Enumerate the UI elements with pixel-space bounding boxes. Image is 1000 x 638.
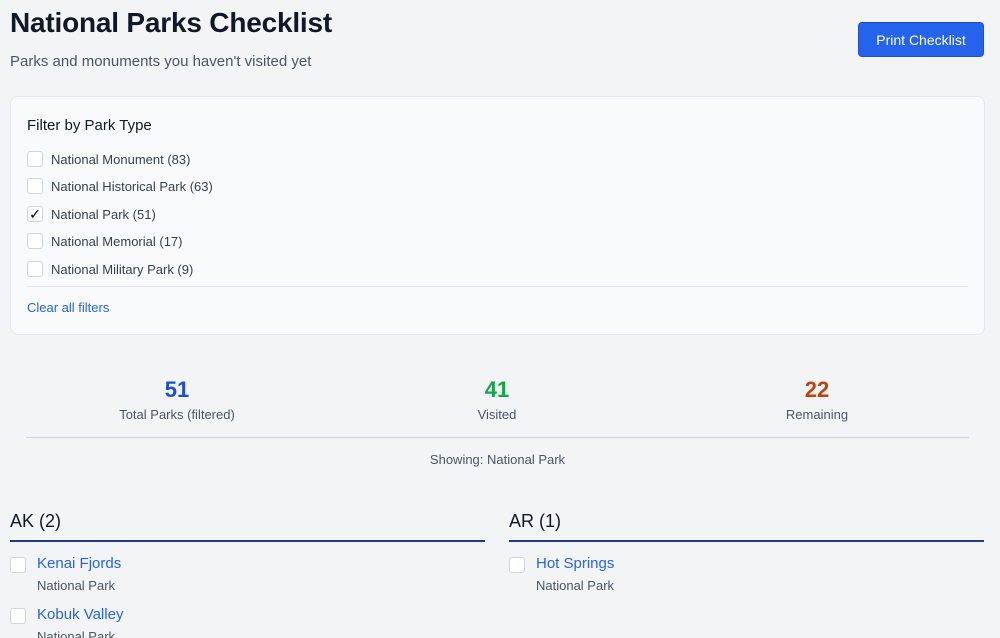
- stat-visited-value: 41: [484, 377, 510, 402]
- stat-visited: 41 Visited: [347, 377, 647, 422]
- visited-checkbox[interactable]: [10, 557, 26, 573]
- checkmark-icon: ✓: [29, 206, 41, 222]
- filter-checkbox[interactable]: [27, 261, 43, 277]
- state-group-ak: AK (2) Kenai Fjords National Park Kobuk …: [10, 511, 485, 638]
- park-type: National Park: [37, 578, 116, 593]
- park-item: Hot Springs National Park: [509, 555, 984, 606]
- park-name-link[interactable]: Kenai Fjords: [37, 555, 122, 572]
- showing-label: Showing: National Park: [429, 452, 566, 467]
- stat-total-value: 51: [164, 377, 190, 402]
- print-checklist-button[interactable]: Print Checklist: [858, 22, 984, 57]
- filter-option-label: National Memorial (17): [51, 233, 183, 249]
- filter-option-national-memorial[interactable]: National Memorial (17): [27, 231, 183, 251]
- filter-option-national-military-park[interactable]: National Military Park (9): [27, 259, 193, 279]
- clear-filters-link[interactable]: Clear all filters: [27, 300, 110, 315]
- state-heading: AK (2): [10, 511, 485, 542]
- stats-divider: [26, 437, 969, 438]
- park-item: Kenai Fjords National Park: [10, 555, 485, 606]
- filter-title: Filter by Park Type: [27, 117, 152, 134]
- filter-option-label: National Monument (83): [51, 151, 191, 167]
- filter-checkbox[interactable]: [27, 178, 43, 194]
- filter-option-national-monument[interactable]: National Monument (83): [27, 149, 190, 169]
- stat-total: 51 Total Parks (filtered): [27, 377, 327, 422]
- park-type: National Park: [536, 578, 615, 593]
- filter-option-national-historical-park[interactable]: National Historical Park (63): [27, 176, 213, 196]
- filter-panel: Filter by Park Type National Monument (8…: [10, 96, 985, 335]
- park-type: National Park: [37, 629, 116, 638]
- visited-checkbox[interactable]: [509, 557, 525, 573]
- park-name-link[interactable]: Kobuk Valley: [37, 606, 124, 623]
- filter-option-national-park[interactable]: ✓ National Park (51): [27, 204, 156, 224]
- page-title: National Parks Checklist: [10, 7, 332, 38]
- state-heading: AR (1): [509, 511, 984, 542]
- filter-checkbox[interactable]: [27, 151, 43, 167]
- park-item: Kobuk Valley National Park: [10, 606, 485, 638]
- filter-option-label: National Military Park (9): [51, 261, 194, 277]
- stat-remaining-value: 22: [804, 377, 830, 402]
- filter-option-label: National Park (51): [51, 206, 156, 222]
- stat-visited-label: Visited: [477, 407, 517, 422]
- stat-total-label: Total Parks (filtered): [119, 407, 235, 422]
- state-group-ar: AR (1) Hot Springs National Park: [509, 511, 984, 606]
- filter-option-label: National Historical Park (63): [51, 178, 213, 194]
- filter-divider: [27, 286, 968, 287]
- stat-remaining: 22 Remaining: [667, 377, 967, 422]
- visited-checkbox[interactable]: [10, 608, 26, 624]
- page-subtitle: Parks and monuments you haven't visited …: [10, 53, 312, 70]
- stat-remaining-label: Remaining: [785, 407, 849, 422]
- park-name-link[interactable]: Hot Springs: [536, 555, 615, 572]
- filter-checkbox[interactable]: [27, 233, 43, 249]
- filter-checkbox[interactable]: ✓: [27, 206, 43, 222]
